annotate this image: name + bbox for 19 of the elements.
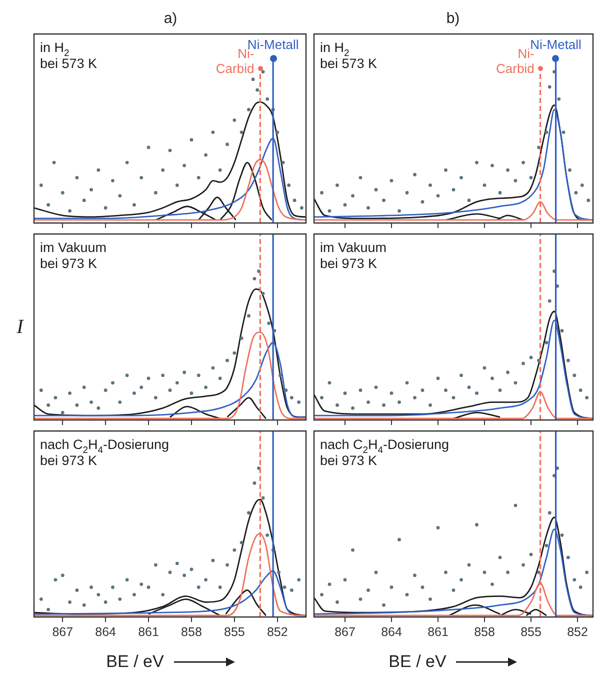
y-axis-title: I <box>16 316 25 338</box>
x-axis-title: BE / eV <box>106 652 164 672</box>
x-tick-label: 855 <box>520 624 542 639</box>
x-tick-label: 852 <box>567 624 588 639</box>
x-tick-label: 858 <box>181 624 202 639</box>
chart-title: b) <box>446 10 460 28</box>
x-tick-label: 858 <box>474 624 495 639</box>
text: im Vakuum bei 973 K <box>40 240 107 271</box>
x-tick-label: 867 <box>334 624 356 639</box>
x-tick-label: 855 <box>224 624 245 639</box>
x-axis-title: BE / eV <box>388 652 446 672</box>
text: im Vakuum bei 973 K <box>320 240 387 271</box>
x-tick-label: 852 <box>266 624 288 639</box>
x-tick-label: 867 <box>52 624 74 639</box>
x-tick-label: 864 <box>95 624 116 639</box>
x-tick-label: 861 <box>138 624 159 639</box>
x-tick-label: 864 <box>381 624 402 639</box>
chart-title: a) <box>164 10 178 28</box>
x-tick-label: 861 <box>428 624 448 639</box>
